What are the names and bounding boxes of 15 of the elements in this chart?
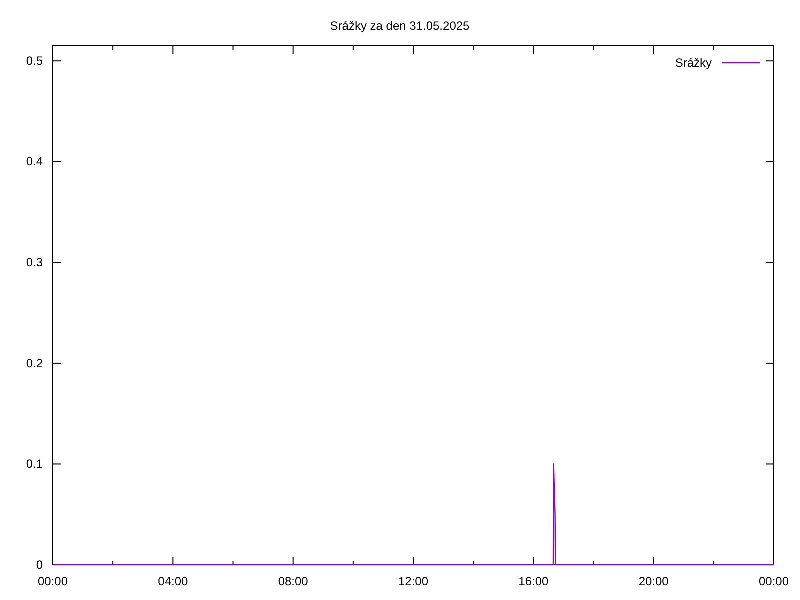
y-tick-label: 0.1: [26, 457, 44, 472]
x-tick-label: 00:00: [758, 574, 790, 589]
x-tick-label: 16:00: [518, 574, 550, 589]
x-tick-label: 04:00: [158, 574, 189, 589]
y-tick-label: 0.4: [26, 154, 44, 169]
x-tick-label: 08:00: [278, 574, 309, 589]
y-tick-label: 0.3: [26, 256, 44, 270]
y-tick-label: 0.2: [26, 356, 44, 370]
legend-label: Srážky: [675, 56, 712, 70]
x-tick-label: 20:00: [638, 574, 670, 589]
chart-title: Srážky za den 31.05.2025: [330, 19, 470, 33]
y-tick-label: 0.5: [26, 54, 44, 68]
y-tick-label: 0: [36, 558, 44, 572]
x-tick-label: 12:00: [398, 574, 429, 589]
x-tick-label: 00:00: [38, 574, 68, 589]
